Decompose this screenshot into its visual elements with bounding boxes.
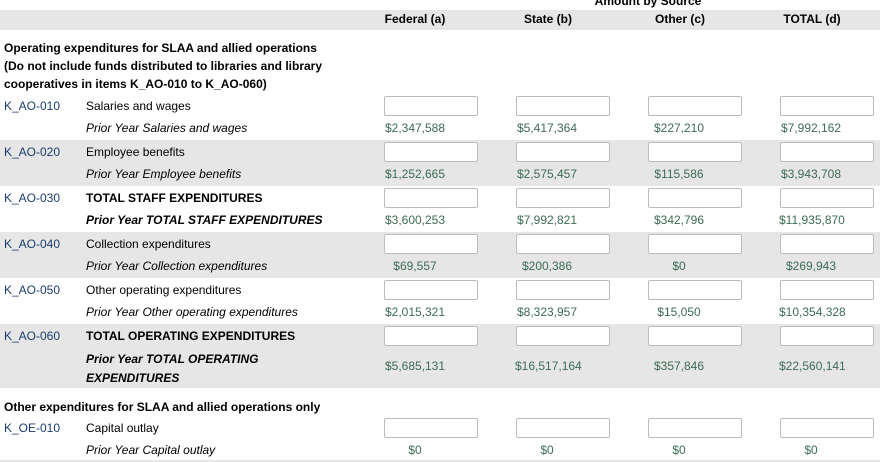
prior-year-label: Prior Year Capital outlay bbox=[86, 443, 216, 457]
total-amount-input[interactable] bbox=[780, 418, 874, 438]
total-amount-input[interactable] bbox=[780, 326, 874, 346]
prior-state-value: $0 bbox=[540, 443, 554, 457]
prior-other-value: $357,846 bbox=[653, 359, 705, 373]
state-amount-input[interactable] bbox=[516, 418, 610, 438]
item-code-link[interactable]: K_AO-060 bbox=[4, 329, 61, 343]
column-header-band bbox=[0, 10, 880, 30]
amount-by-source-header: Amount by Source bbox=[594, 0, 702, 8]
prior-year-label: Prior Year Collection expenditures bbox=[86, 259, 268, 273]
divider bbox=[0, 460, 880, 462]
prior-state-value: $8,323,957 bbox=[516, 305, 578, 319]
item-label: Collection expenditures bbox=[86, 237, 211, 251]
table-row: K_AO-030 TOTAL STAFF EXPENDITURES Prior … bbox=[0, 186, 880, 232]
prior-other-value: $15,050 bbox=[657, 305, 701, 319]
prior-year-label: Prior Year Other operating expenditures bbox=[86, 305, 298, 319]
total-amount-input[interactable] bbox=[780, 280, 874, 300]
table-row: K_AO-040 Collection expenditures Prior Y… bbox=[0, 232, 880, 278]
item-code-link[interactable]: K_AO-050 bbox=[4, 283, 61, 297]
item-code-link[interactable]: K_OE-010 bbox=[4, 421, 61, 435]
item-label: TOTAL OPERATING EXPENDITURES bbox=[86, 329, 296, 343]
section-other-title: Other expenditures for SLAA and allied o… bbox=[4, 400, 321, 414]
item-code-link[interactable]: K_AO-030 bbox=[4, 191, 61, 205]
prior-year-label: Prior Year Employee benefits bbox=[86, 167, 242, 181]
prior-federal-value: $3,600,253 bbox=[384, 213, 446, 227]
state-amount-input[interactable] bbox=[516, 280, 610, 300]
section-operating-title: Operating expenditures for SLAA and alli… bbox=[4, 41, 323, 91]
prior-year-label: Prior Year TOTAL OPERATING EXPENDITURES bbox=[86, 352, 259, 385]
prior-total-value: $11,935,870 bbox=[779, 213, 845, 227]
total-amount-input[interactable] bbox=[780, 96, 874, 116]
prior-state-value: $5,417,364 bbox=[516, 121, 578, 135]
federal-amount-input[interactable] bbox=[384, 418, 478, 438]
state-amount-input[interactable] bbox=[516, 142, 610, 162]
table-row: K_AO-010 Salaries and wages Prior Year S… bbox=[0, 94, 880, 140]
other-amount-input[interactable] bbox=[648, 326, 742, 346]
federal-amount-input[interactable] bbox=[384, 142, 478, 162]
federal-amount-input[interactable] bbox=[384, 234, 478, 254]
prior-state-value: $7,992,821 bbox=[516, 213, 578, 227]
prior-federal-value: $2,015,321 bbox=[384, 305, 446, 319]
prior-federal-value: $2,347,588 bbox=[384, 121, 446, 135]
federal-amount-input[interactable] bbox=[384, 188, 478, 208]
state-amount-input[interactable] bbox=[516, 96, 610, 116]
prior-federal-value: $1,252,665 bbox=[384, 167, 446, 181]
table-row: K_AO-060 TOTAL OPERATING EXPENDITURES Pr… bbox=[0, 324, 880, 388]
col-state: State (b) bbox=[524, 12, 572, 26]
other-amount-input[interactable] bbox=[648, 142, 742, 162]
col-federal: Federal (a) bbox=[384, 12, 446, 26]
prior-state-value: $16,517,164 bbox=[515, 359, 582, 373]
table-row: K_AO-020 Employee benefits Prior Year Em… bbox=[0, 140, 880, 186]
prior-other-value: $0 bbox=[672, 443, 686, 457]
item-label: TOTAL STAFF EXPENDITURES bbox=[86, 191, 263, 205]
state-amount-input[interactable] bbox=[516, 234, 610, 254]
other-amount-input[interactable] bbox=[648, 418, 742, 438]
federal-amount-input[interactable] bbox=[384, 326, 478, 346]
prior-total-value: $0 bbox=[804, 443, 818, 457]
prior-other-value: $0 bbox=[672, 259, 686, 273]
item-code-link[interactable]: K_AO-020 bbox=[4, 145, 61, 159]
prior-total-value: $22,560,141 bbox=[779, 359, 846, 373]
item-label: Salaries and wages bbox=[86, 99, 191, 113]
prior-other-value: $227,210 bbox=[653, 121, 705, 135]
federal-amount-input[interactable] bbox=[384, 96, 478, 116]
item-label: Employee benefits bbox=[86, 145, 185, 159]
total-amount-input[interactable] bbox=[780, 234, 874, 254]
col-total: TOTAL (d) bbox=[783, 12, 841, 26]
prior-federal-value: $69,557 bbox=[393, 259, 437, 273]
state-amount-input[interactable] bbox=[516, 188, 610, 208]
other-amount-input[interactable] bbox=[648, 96, 742, 116]
other-amount-input[interactable] bbox=[648, 188, 742, 208]
item-label: Capital outlay bbox=[86, 421, 159, 435]
prior-federal-value: $0 bbox=[408, 443, 422, 457]
total-amount-input[interactable] bbox=[780, 188, 874, 208]
item-label: Other operating expenditures bbox=[86, 283, 242, 297]
item-code-link[interactable]: K_AO-040 bbox=[4, 237, 61, 251]
table-row: K_OE-010 Capital outlay Prior Year Capit… bbox=[0, 416, 880, 462]
prior-year-label: Prior Year TOTAL STAFF EXPENDITURES bbox=[86, 213, 323, 227]
other-amount-input[interactable] bbox=[648, 234, 742, 254]
state-amount-input[interactable] bbox=[516, 326, 610, 346]
prior-state-value: $200,386 bbox=[521, 259, 573, 273]
prior-total-value: $10,354,328 bbox=[779, 305, 846, 319]
col-other: Other (c) bbox=[654, 12, 705, 26]
other-amount-input[interactable] bbox=[648, 280, 742, 300]
prior-total-value: $3,943,708 bbox=[780, 167, 842, 181]
prior-year-label: Prior Year Salaries and wages bbox=[86, 121, 248, 135]
prior-other-value: $342,796 bbox=[653, 213, 705, 227]
federal-amount-input[interactable] bbox=[384, 280, 478, 300]
prior-total-value: $7,992,162 bbox=[780, 121, 842, 135]
total-amount-input[interactable] bbox=[780, 142, 874, 162]
prior-state-value: $2,575,457 bbox=[516, 167, 578, 181]
table-row: K_AO-050 Other operating expenditures Pr… bbox=[0, 278, 880, 324]
prior-total-value: $269,943 bbox=[785, 259, 837, 273]
item-code-link[interactable]: K_AO-010 bbox=[4, 99, 61, 113]
prior-other-value: $115,586 bbox=[654, 167, 704, 181]
prior-federal-value: $5,685,131 bbox=[384, 359, 446, 373]
